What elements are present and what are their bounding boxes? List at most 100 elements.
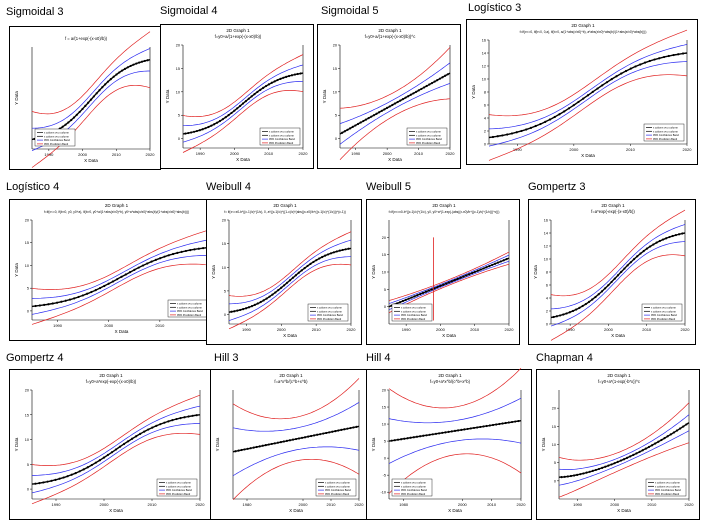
prediction-band-upper [339, 47, 451, 109]
prediction-band-upper [182, 54, 304, 118]
prediction-band-upper [31, 394, 201, 466]
x-tick-label: 2000 [277, 327, 287, 332]
legend-box [391, 478, 433, 497]
prediction-band-upper [388, 367, 522, 409]
y-tick-label: 2 [484, 130, 486, 134]
graph-title: 2D Graph 1 [226, 28, 250, 33]
chart-frame: f = a/(1+exp(-(x-x0)/b)) 1990 2000 2010 2020… [9, 26, 161, 170]
prediction-band-lower [31, 84, 151, 168]
y-tick-label: 20 [382, 389, 386, 393]
x-axis-label: X Data [289, 508, 303, 513]
fit-line [31, 246, 212, 308]
y-axis-label: Y Data [211, 265, 216, 279]
x-tick-label: 1990 [53, 323, 63, 328]
y-tick-label: 10 [25, 438, 29, 442]
y-tick-label: 0 [27, 488, 29, 492]
x-tick-label: 2000 [458, 502, 468, 507]
legend-label: 95% Prediction Band [177, 313, 202, 317]
x-tick-label: 2020 [347, 327, 357, 332]
x-axis-label: X Data [448, 508, 462, 513]
chart-frame: 2D Graph 1 f=a*exp(-exp(-(x-x0)/b)) 1990 20… [528, 199, 696, 345]
confidence-band-upper [32, 405, 201, 476]
equation: f=a*x^b/(c^b+x^b) [274, 379, 308, 384]
y-axis-label: Y Data [533, 265, 538, 279]
panel-title: Sigmoidal 5 [321, 5, 379, 17]
legend-label: 95% Confidence Band [269, 137, 295, 141]
prediction-band-upper [388, 251, 510, 301]
x-tick-label: 2000 [299, 502, 309, 507]
legend-label: x column vs y column [44, 134, 69, 138]
equation: f=if(x<=0, if(b<0, y0, y0+a), if(b>0, y0… [44, 210, 189, 214]
panel-title: Gompertz 4 [6, 352, 64, 364]
y-tick-label: 0 [224, 313, 226, 317]
fit-line [388, 257, 510, 308]
x-axis-label: X Data [617, 508, 631, 513]
confidence-band-upper [183, 64, 304, 127]
x-tick-label: 2000 [78, 152, 88, 157]
chart-frame: 2D Graph 1 f=if(x<=x0-b*((c-1)/c)^(1/c), … [366, 199, 520, 345]
prediction-band-upper [31, 228, 212, 290]
legend-label: 95% Prediction Band [166, 492, 191, 496]
y-tick-label: -5 [383, 474, 386, 478]
fit-line [339, 72, 451, 135]
x-tick-label: 1990 [242, 327, 252, 332]
prediction-band-lower [232, 458, 360, 500]
legend-label: x column vs y column [401, 481, 426, 485]
chart-svg: 2D Graph 1f=y0+a/(1+exp(-(x-x0)/b)) 1990 2… [165, 28, 308, 162]
y-axis-label: Y Data [14, 437, 19, 451]
x-tick-label: 2020 [685, 502, 695, 507]
equation: f=y0+a*x^b/(c^b+x^b) [430, 379, 471, 384]
confidence-band-upper [232, 402, 360, 432]
prediction-band-lower [388, 263, 510, 314]
chart-frame: 2D Graph 1 f=y0+a*x^b/(c^b+x^b) 1980 2000 20… [366, 367, 532, 520]
confidence-band-lower [232, 446, 360, 477]
y-tick-label: 20 [25, 389, 29, 393]
legend-label: 95% Prediction Band [651, 317, 676, 321]
confidence-band-lower [388, 438, 522, 464]
x-tick-label: 2010 [155, 323, 165, 328]
y-tick-label: 5 [384, 288, 386, 292]
y-axis-label: Y Data [322, 89, 327, 103]
chart-svg: 2D Graph 1f=y0+a*exp(-exp(-(x-x0)/b)) 199… [14, 373, 205, 513]
chart-svg: 2D Graph 1 f= if(x<=x0-b*((c-1)/c)^(1/c),… [211, 203, 357, 338]
y-tick-label: -10 [381, 491, 387, 495]
y-tick-label: 10 [482, 78, 486, 82]
chart-frame: 2D Graph 1 f=y0+a/(1+exp(-(x-x0)/b))^c 199… [317, 24, 461, 169]
y-tick-label: 15 [176, 67, 180, 71]
y-tick-label: 0 [546, 323, 548, 327]
chart-svg: 2D Graph 1 f=if(x<=0, if(b<0, y0, y0+a), … [14, 203, 216, 334]
legend-label: x column vs y column [651, 306, 676, 310]
y-tick-label: 12 [482, 65, 486, 69]
fit-line [488, 52, 688, 139]
y-tick-label: 0 [554, 479, 556, 483]
chart-svg: 2D Graph 1 f=if(x<=x0-b*((c-1)/c)^(1/c), … [371, 203, 514, 338]
y-tick-label: 2 [546, 310, 548, 314]
prediction-band-lower [31, 432, 201, 505]
x-tick-label: 2010 [312, 327, 322, 332]
legend-box [645, 478, 687, 497]
panel-sigmoidal-3: Sigmoidal 3 f = a/(1+exp(-(x-x0)/b)) 1990… [6, 6, 161, 174]
legend-label: x column vs y column [177, 305, 202, 309]
prediction-band-upper [228, 231, 352, 297]
legend-label: 95% Confidence Band [416, 137, 442, 141]
legend-box [641, 303, 683, 322]
chart-svg: 2D Graph 1 f=if(x<=0, if(b<0, 0,a), if(b>… [471, 23, 692, 161]
confidence-band-lower [558, 430, 690, 486]
legend-label: x column vs y column [401, 484, 426, 488]
legend-box [406, 127, 448, 146]
graph-title: 2D Graph 1 [99, 373, 123, 378]
legend-label: x column vs y column [653, 126, 678, 130]
x-tick-label: 2000 [100, 502, 110, 507]
y-tick-label: 20 [382, 236, 386, 240]
legend-label: x column vs y column [325, 484, 350, 488]
y-tick-label: 15 [552, 425, 556, 429]
legend-label: x column vs y column [269, 130, 294, 134]
equation: f = a/(1+exp(-(x-x0)/b)) [65, 36, 108, 41]
x-axis-label: X Data [611, 333, 625, 338]
chart-svg: 2D Graph 1f=y0+a*x^b/(c^b+x^b) 1980 2000 20… [371, 367, 526, 513]
x-tick-label: 2010 [148, 502, 158, 507]
y-tick-label: 10 [176, 90, 180, 94]
legend-box [307, 303, 349, 322]
prediction-band-lower [558, 442, 690, 498]
panel-title: Weibull 5 [366, 181, 412, 193]
